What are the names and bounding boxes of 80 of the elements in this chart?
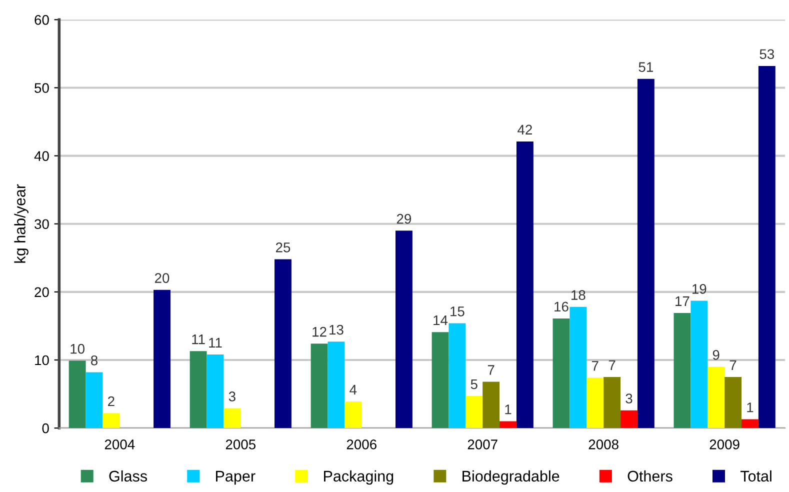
- data-label: 8: [91, 355, 98, 366]
- x-tick-label: 2004: [104, 440, 135, 450]
- x-tick-label: 2006: [346, 440, 376, 450]
- bar: [586, 378, 604, 428]
- data-label: 1: [747, 402, 754, 412]
- bar: [708, 366, 725, 428]
- bar: [396, 230, 412, 428]
- data-label: 7: [592, 361, 598, 371]
- data-label: 3: [228, 392, 236, 402]
- data-label: 15: [450, 306, 464, 316]
- legend-label: Packaging: [324, 470, 394, 485]
- bar: [758, 66, 776, 428]
- y-tick-label: 50: [34, 83, 49, 93]
- legend-label: Others: [628, 470, 672, 482]
- bar: [102, 413, 120, 428]
- legend-label: Glass: [109, 470, 147, 482]
- data-label: 12: [312, 326, 326, 337]
- bar: [637, 78, 654, 428]
- bar: [154, 290, 170, 428]
- bar: [68, 360, 86, 428]
- bar: [570, 306, 587, 428]
- data-label: 7: [608, 360, 616, 370]
- bar: [190, 351, 207, 428]
- y-tick-label: 10: [35, 355, 49, 366]
- data-label: 25: [276, 242, 290, 252]
- data-label: 7: [730, 360, 736, 370]
- data-label: 11: [209, 338, 222, 348]
- data-label: 18: [572, 290, 586, 300]
- bar: [482, 382, 500, 428]
- y-tick-label: 30: [34, 219, 49, 230]
- bar: [516, 142, 534, 428]
- data-label: 9: [712, 350, 720, 360]
- bar: [620, 410, 638, 428]
- bar: [604, 376, 621, 428]
- data-label: 53: [760, 49, 774, 60]
- data-label: 42: [518, 124, 532, 134]
- bar: [206, 354, 224, 428]
- bar: [500, 421, 516, 428]
- data-label: 11: [192, 334, 205, 344]
- bar: [466, 396, 483, 428]
- x-tick-label: 2005: [226, 440, 256, 450]
- x-tick-label: 2009: [710, 440, 740, 450]
- bar: [328, 342, 345, 428]
- bar: [310, 344, 328, 428]
- bar: [432, 332, 449, 428]
- legend-label: Biodegradable: [462, 470, 560, 485]
- x-tick-label: 2007: [468, 440, 498, 450]
- bar: [674, 313, 691, 428]
- bar: [86, 372, 103, 428]
- data-label: 16: [554, 302, 568, 312]
- x-tick-label: 2008: [588, 440, 618, 450]
- y-tick-label: 40: [34, 151, 49, 161]
- data-label: 19: [692, 284, 706, 294]
- data-label: 5: [470, 379, 478, 390]
- bar: [552, 318, 570, 428]
- bar: [344, 401, 362, 428]
- data-label: 2: [108, 396, 114, 406]
- data-label: 51: [638, 62, 653, 72]
- data-label: 20: [154, 273, 170, 283]
- bar: [448, 323, 466, 428]
- bar: [724, 376, 742, 428]
- bar: [742, 419, 758, 428]
- data-label: 17: [676, 296, 690, 306]
- y-axis-title: kg hab/year: [14, 184, 28, 263]
- data-label: 4: [350, 384, 357, 394]
- data-label: 3: [626, 394, 632, 404]
- bar: [274, 259, 292, 428]
- data-label: 1: [505, 404, 512, 414]
- y-tick-label: 0: [42, 423, 49, 434]
- y-tick-label: 20: [34, 287, 49, 298]
- data-label: 7: [488, 365, 494, 375]
- legend-label: Total: [740, 470, 772, 482]
- data-label: 13: [330, 324, 344, 335]
- data-label: 10: [70, 344, 85, 354]
- data-label: 14: [434, 315, 448, 326]
- legend-label: Paper: [216, 470, 256, 485]
- bar: [224, 408, 241, 428]
- y-tick-label: 60: [34, 15, 49, 25]
- bar: [690, 300, 708, 428]
- data-label: 29: [396, 214, 412, 224]
